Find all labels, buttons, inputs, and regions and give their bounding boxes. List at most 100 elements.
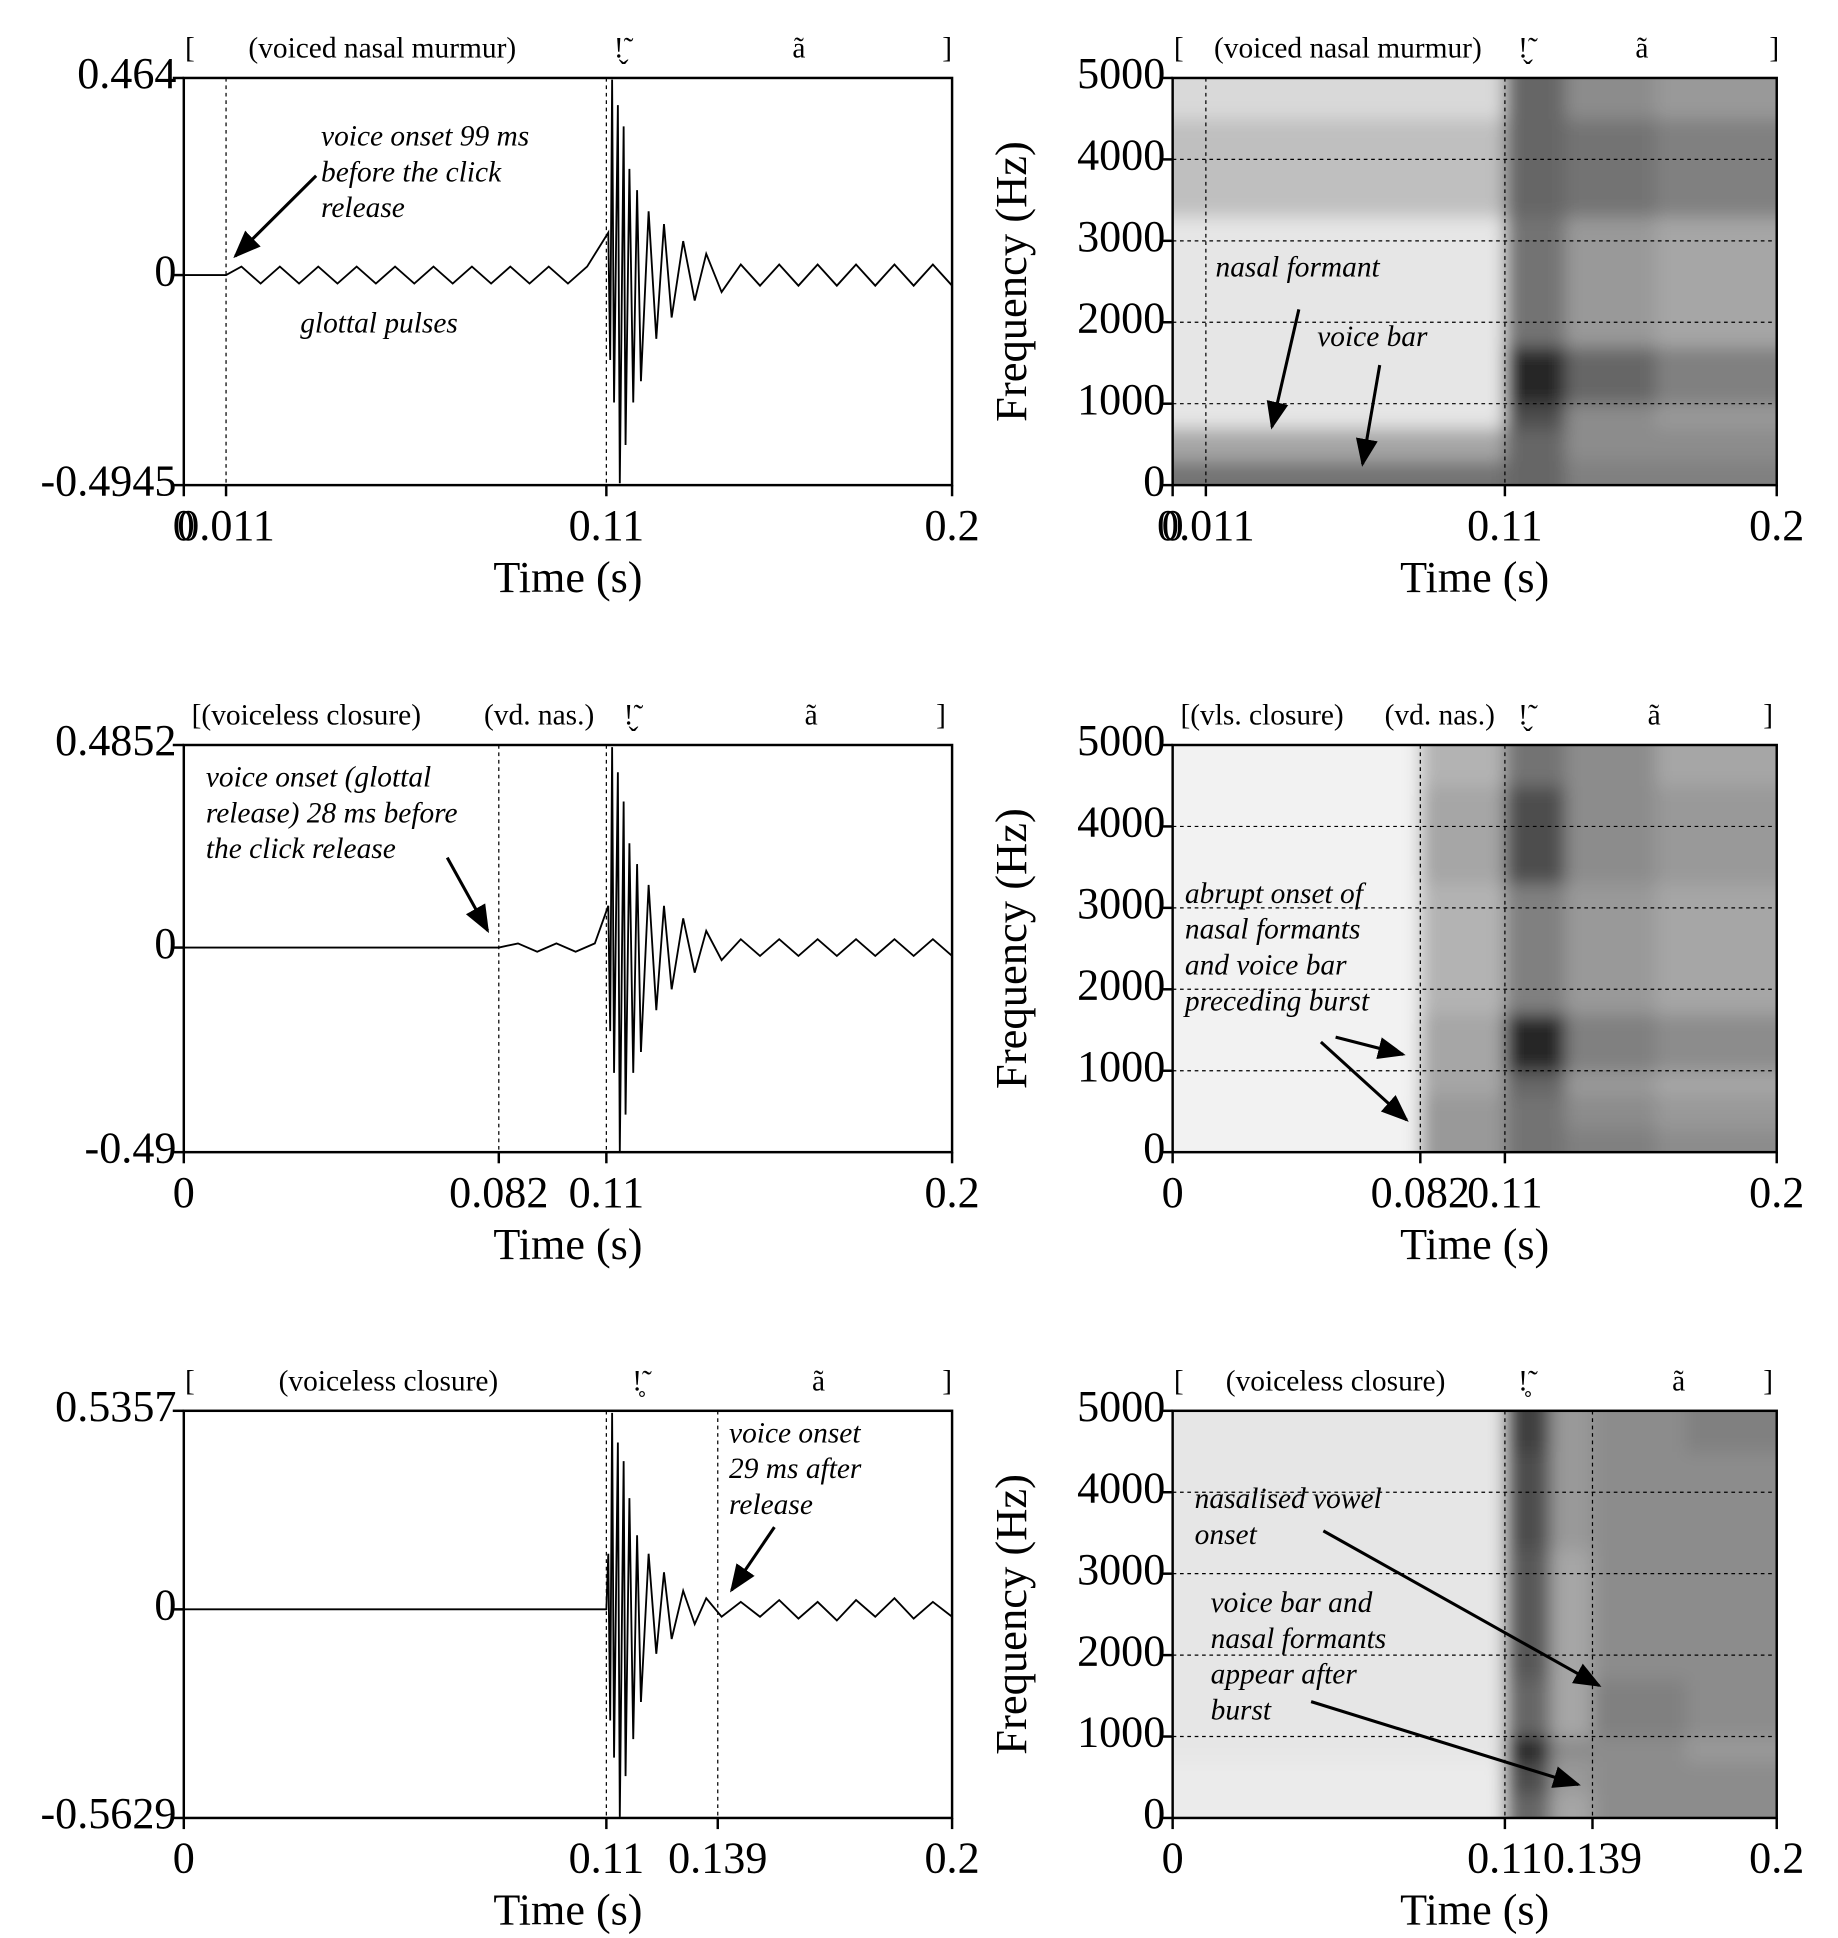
spectrogram-cell: [1565, 403, 1657, 429]
x-tick-label: 0: [1162, 1833, 1184, 1883]
spectrogram-cell: [1504, 1410, 1551, 1453]
spectrogram-cell: [1550, 1451, 1594, 1550]
y-axis-label: Frequency (Hz): [986, 141, 1036, 422]
x-tick-label: 0: [1162, 1167, 1184, 1217]
spectrogram-cell: [1172, 428, 1506, 462]
transcription: (vd. nas.): [484, 699, 594, 731]
spectrogram-cell: [1592, 1736, 1687, 1762]
spectrogram-cell: [1504, 883, 1566, 1015]
y-tick-label: 5000: [1077, 715, 1165, 765]
y-tick-label: 0: [1143, 1788, 1165, 1838]
spectrogram-cell: [1686, 1410, 1777, 1453]
spectrogram-cell: [1686, 1451, 1777, 1550]
annotation-arrow: [445, 856, 490, 934]
annotation: abrupt onset of: [1185, 878, 1367, 910]
plot-frame: [182, 76, 954, 487]
x-tick-label: 0.2: [1749, 500, 1804, 550]
transcription: ǃ̥̃: [1518, 1365, 1538, 1397]
spectrogram-cell: [1565, 216, 1657, 348]
x-tick-label: 0.139: [1543, 1833, 1642, 1883]
spectrogram-cell: [1550, 1410, 1594, 1453]
spectrogram-cell: [1655, 1127, 1777, 1153]
spectrogram-cell: [1420, 745, 1506, 787]
spectrogram-cell: [1504, 460, 1566, 486]
spectrogram-cell: [1592, 1451, 1687, 1550]
spectrogram: [1172, 77, 1777, 486]
annotation: preceding burst: [1183, 985, 1370, 1017]
spectrogram-cell: [1504, 77, 1566, 120]
annotation: nasal formants: [1185, 914, 1361, 946]
spectrogram-cell: [1420, 883, 1506, 1015]
plot-frame: [182, 1409, 954, 1820]
spectrogram-cell: [1420, 1013, 1506, 1072]
annotation: and voice bar: [1185, 949, 1347, 981]
transcription: ǃ̬̃: [614, 32, 634, 64]
spectrogram-cell: [1172, 403, 1506, 429]
plot-frame: [1171, 76, 1778, 487]
spectrogram-cell: [1565, 428, 1657, 462]
spectrogram-cell: [1420, 1070, 1506, 1096]
annotation: voice bar and: [1211, 1587, 1373, 1619]
y-tick-label: 3000: [1077, 211, 1165, 261]
spectrogram-cell: [1172, 216, 1506, 348]
spectrogram-cell: [1504, 403, 1566, 429]
spectrogram-cell: [1686, 1760, 1777, 1795]
spectrogram-cell: [1565, 785, 1657, 885]
y-tick-label: 0: [154, 918, 176, 968]
transcription: ã: [1672, 1365, 1685, 1397]
x-tick-label: 0.2: [1749, 1167, 1804, 1217]
x-axis-label: Time (s): [493, 1885, 642, 1935]
spectrogram-cell: [1504, 428, 1566, 462]
y-tick-label: 2000: [1077, 1625, 1165, 1675]
transcription: ã: [805, 699, 818, 731]
y-tick-label: 4000: [1077, 1462, 1165, 1512]
y-tick-label: 4000: [1077, 129, 1165, 179]
spectrogram-cell: [1686, 1679, 1777, 1738]
transcription: ǃ̬̃: [1518, 32, 1538, 64]
spectrogram: [1172, 1410, 1777, 1818]
annotation: 29 ms after: [729, 1453, 862, 1485]
spectrogram-cell: [1172, 1451, 1506, 1550]
spectrogram-cell: [1172, 1679, 1506, 1738]
spectrogram-cell: [1172, 1410, 1506, 1453]
spectrogram-cell: [1655, 428, 1777, 462]
transcription: ]: [936, 699, 946, 731]
transcription: (voiceless closure): [1226, 1365, 1446, 1397]
spectrogram-clip: [1172, 745, 1777, 1153]
spectrogram-cell: [1172, 1127, 1421, 1153]
annotation: voice onset (glottal: [206, 761, 431, 793]
transcription: ]: [942, 1365, 952, 1397]
transcription: (vd. nas.): [1385, 699, 1495, 731]
spectrogram-cell: [1655, 1070, 1777, 1096]
spectrogram-cell: [1504, 118, 1566, 218]
x-tick-label: 0.2: [925, 1833, 980, 1883]
x-tick-label: 0.11: [1467, 1833, 1543, 1883]
y-tick-label: -0.49: [85, 1122, 177, 1172]
y-tick-label: 0.5357: [55, 1381, 176, 1431]
spectrogram-cell: [1565, 883, 1657, 1015]
transcription: (voiced nasal murmur): [1214, 32, 1482, 64]
y-tick-label: -0.5629: [40, 1788, 176, 1838]
x-tick-label: 0.082: [1371, 1167, 1470, 1217]
spectrogram-cell: [1420, 785, 1506, 885]
annotation-arrow: [1266, 309, 1301, 430]
spectrogram-cell: [1504, 1070, 1566, 1096]
annotation: nasalised vowel: [1195, 1483, 1382, 1515]
y-tick-label: 0: [1143, 455, 1165, 505]
panel: 0 1000 2000 3000 4000 5000 0 0.11 0.139 0.2 [(voic…: [986, 1365, 1804, 1934]
annotation: voice bar: [1317, 321, 1428, 353]
y-tick-label: 0: [154, 1579, 176, 1629]
spectrogram-cell: [1172, 460, 1506, 486]
annotation: voice onset: [729, 1417, 861, 1449]
x-axis-label: Time (s): [493, 1219, 642, 1269]
spectrogram-clip: [1172, 77, 1777, 486]
x-axis-label: Time (s): [1400, 1219, 1549, 1269]
annotation: the click release: [206, 833, 396, 865]
spectrogram-cell: [1655, 118, 1777, 218]
annotation-arrow: [1310, 1700, 1581, 1788]
transcription: ã: [812, 1365, 825, 1397]
spectrogram-cell: [1504, 745, 1566, 787]
spectrogram-cell: [1565, 77, 1657, 120]
